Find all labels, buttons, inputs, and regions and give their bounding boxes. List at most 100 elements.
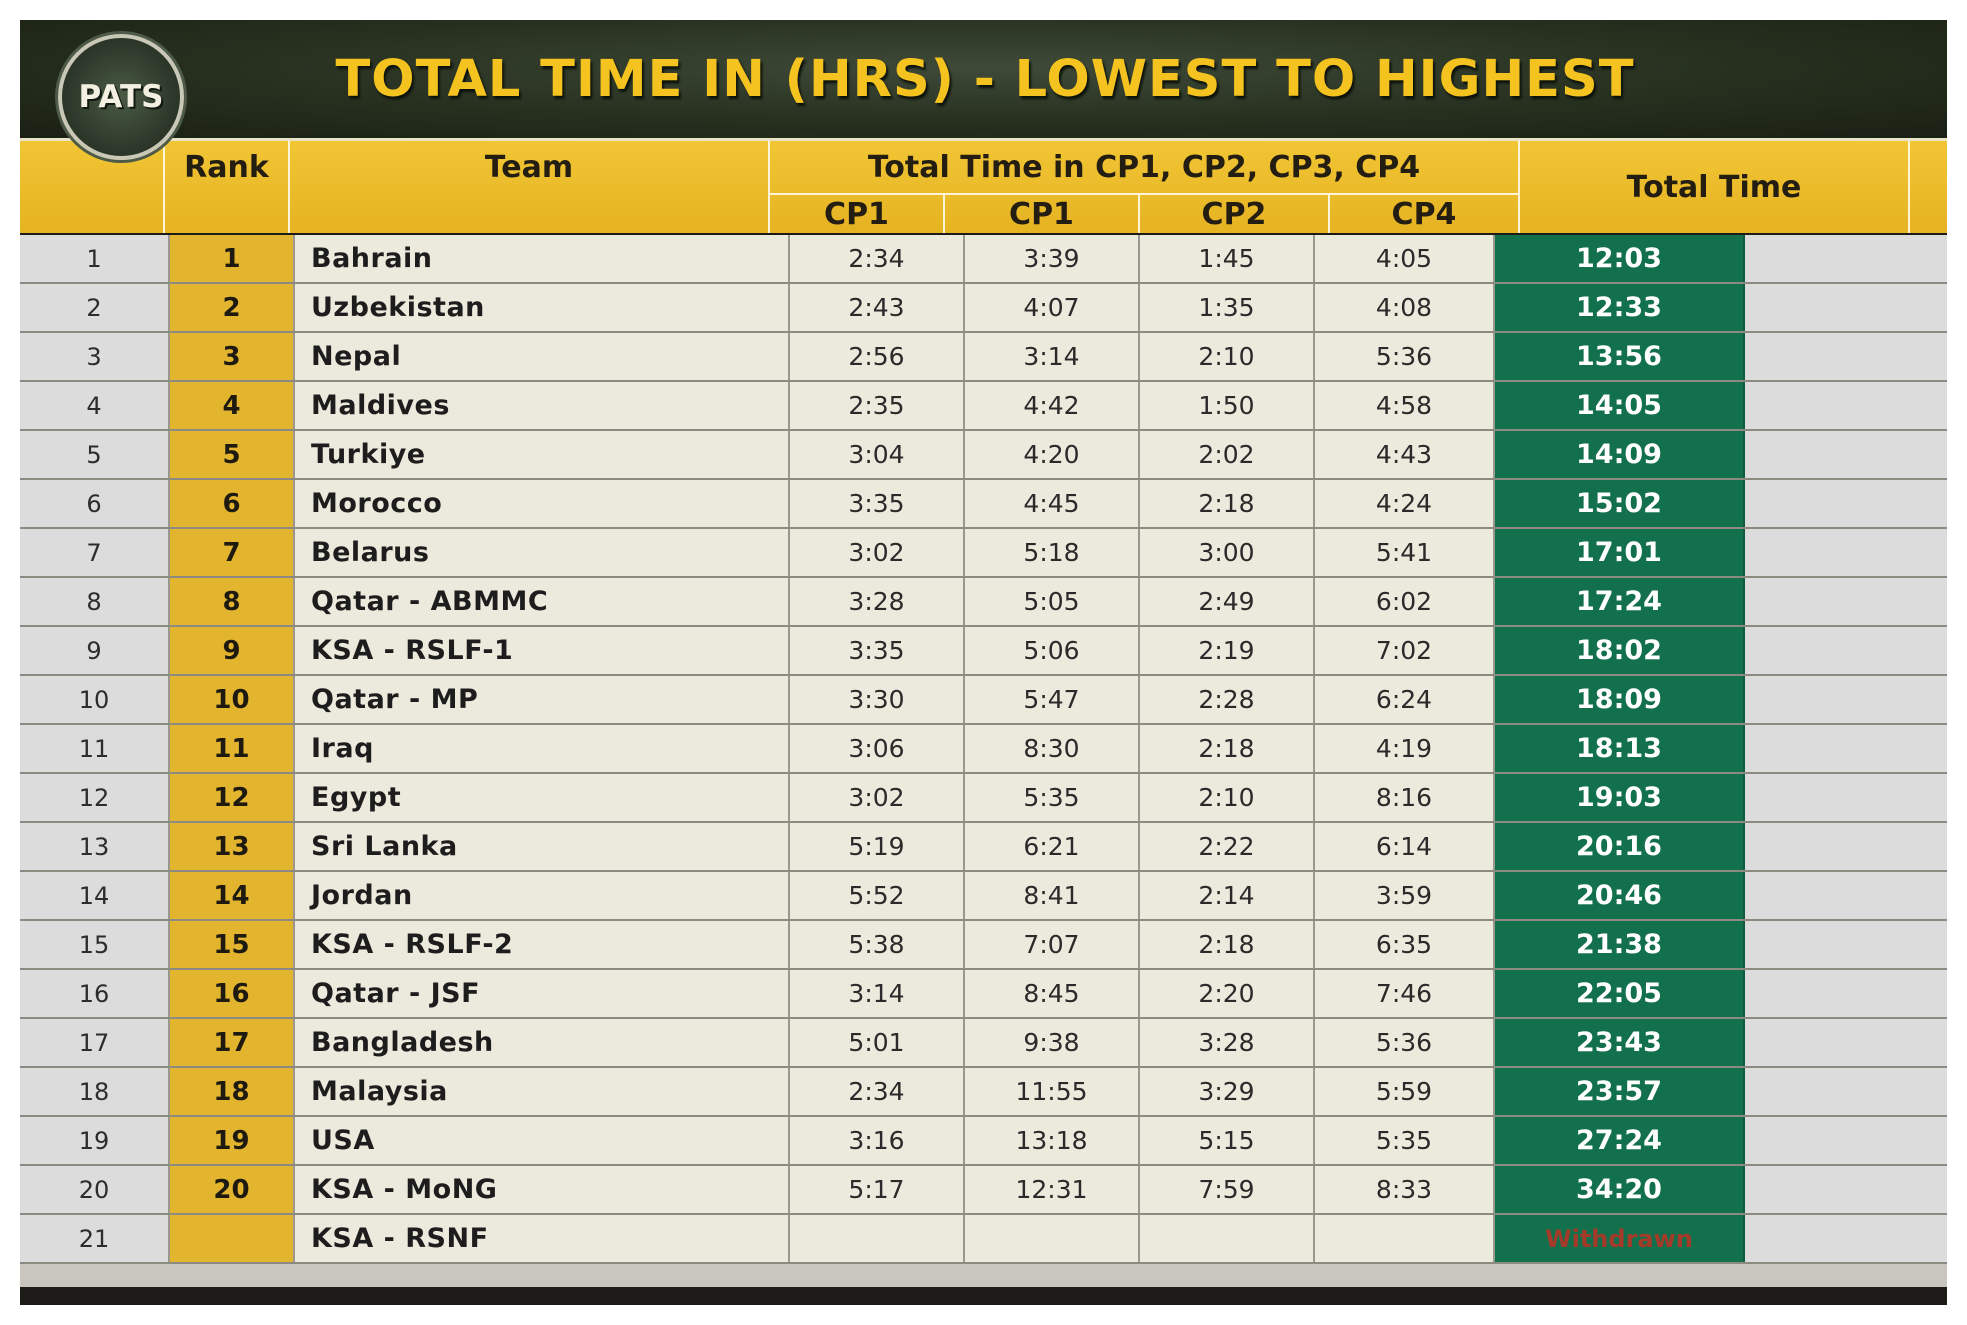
- total-time: 14:09: [1495, 431, 1745, 478]
- team-name: Jordan: [295, 872, 790, 919]
- cp1b-time: 3:14: [965, 333, 1140, 380]
- row-end-cell: [1745, 627, 1947, 674]
- row-index: 20: [20, 1166, 170, 1213]
- row-index: 3: [20, 333, 170, 380]
- row-end-cell: [1745, 333, 1947, 380]
- team-name: Malaysia: [295, 1068, 790, 1115]
- rank-cell: 5: [170, 431, 295, 478]
- cp4-time: 6:02: [1315, 578, 1495, 625]
- header-rank-lower: [165, 193, 290, 233]
- row-index: 5: [20, 431, 170, 478]
- cp1b-time: 8:30: [965, 725, 1140, 772]
- total-time: 13:56: [1495, 333, 1745, 380]
- cp1-time: 2:56: [790, 333, 965, 380]
- cp4-time: 4:58: [1315, 382, 1495, 429]
- cp4-time: 6:14: [1315, 823, 1495, 870]
- rank-cell: 9: [170, 627, 295, 674]
- header-team-lower: [290, 193, 770, 233]
- rank-cell: 10: [170, 676, 295, 723]
- team-name: Bangladesh: [295, 1019, 790, 1066]
- cp1-time: 5:01: [790, 1019, 965, 1066]
- cp1-time: 3:28: [790, 578, 965, 625]
- rank-cell: 8: [170, 578, 295, 625]
- cp1b-time: 5:35: [965, 774, 1140, 821]
- title-banner: PATS TOTAL TIME IN (HRS) - LOWEST TO HIG…: [20, 20, 1947, 160]
- row-end-cell: [1745, 676, 1947, 723]
- row-end-cell: [1745, 578, 1947, 625]
- table-row: 12 12 Egypt 3:02 5:35 2:10 8:16 19:03: [20, 774, 1947, 823]
- total-time: 27:24: [1495, 1117, 1745, 1164]
- row-index: 4: [20, 382, 170, 429]
- table-row: 8 8 Qatar - ABMMC 3:28 5:05 2:49 6:02 17:24: [20, 578, 1947, 627]
- row-index: 6: [20, 480, 170, 527]
- page-title: TOTAL TIME IN (HRS) - LOWEST TO HIGHEST: [335, 49, 1635, 109]
- team-name: Qatar - ABMMC: [295, 578, 790, 625]
- cp1b-time: 11:55: [965, 1068, 1140, 1115]
- pats-logo: PATS: [58, 34, 184, 160]
- header-rank: Rank: [165, 141, 290, 193]
- header-cp-3: CP2: [1140, 195, 1330, 233]
- row-end-cell: [1745, 1215, 1947, 1262]
- cp4-time: 4:19: [1315, 725, 1495, 772]
- total-time: 20:16: [1495, 823, 1745, 870]
- team-name: Morocco: [295, 480, 790, 527]
- team-name: Iraq: [295, 725, 790, 772]
- header-cp-4: CP4: [1330, 195, 1520, 233]
- table-row: 18 18 Malaysia 2:34 11:55 3:29 5:59 23:57: [20, 1068, 1947, 1117]
- cp1b-time: 8:45: [965, 970, 1140, 1017]
- table-header: Rank Team Total Time in CP1, CP2, CP3, C…: [20, 141, 1947, 233]
- cp1b-time: 5:18: [965, 529, 1140, 576]
- cp2-time: 5:15: [1140, 1117, 1315, 1164]
- cp1b-time: 5:06: [965, 627, 1140, 674]
- row-index: 17: [20, 1019, 170, 1066]
- rank-cell: 16: [170, 970, 295, 1017]
- team-name: KSA - RSLF-2: [295, 921, 790, 968]
- cp1b-time: 4:07: [965, 284, 1140, 331]
- cp2-time: 2:02: [1140, 431, 1315, 478]
- results-board: PATS TOTAL TIME IN (HRS) - LOWEST TO HIG…: [20, 20, 1947, 1305]
- table-row: 1 1 Bahrain 2:34 3:39 1:45 4:05 12:03: [20, 235, 1947, 284]
- total-time: 18:09: [1495, 676, 1745, 723]
- cp1-time: 2:43: [790, 284, 965, 331]
- cp1-time: 3:02: [790, 529, 965, 576]
- cp1-time: 5:17: [790, 1166, 965, 1213]
- cp1-time: 3:30: [790, 676, 965, 723]
- row-index: 11: [20, 725, 170, 772]
- cp4-time: 4:05: [1315, 235, 1495, 282]
- cp4-time: 6:24: [1315, 676, 1495, 723]
- table-row: 6 6 Morocco 3:35 4:45 2:18 4:24 15:02: [20, 480, 1947, 529]
- results-table: 1 1 Bahrain 2:34 3:39 1:45 4:05 12:03 2 2 Uzbekist…: [20, 235, 1947, 1287]
- rank-cell: 1: [170, 235, 295, 282]
- header-cp-2: CP1: [945, 195, 1140, 233]
- rank-cell: 15: [170, 921, 295, 968]
- row-end-cell: [1745, 284, 1947, 331]
- cp1b-time: 7:07: [965, 921, 1140, 968]
- team-name: Nepal: [295, 333, 790, 380]
- cp2-time: 3:29: [1140, 1068, 1315, 1115]
- total-time: 20:46: [1495, 872, 1745, 919]
- cp4-time: 3:59: [1315, 872, 1495, 919]
- total-time: Withdrawn: [1495, 1215, 1745, 1262]
- team-name: Turkiye: [295, 431, 790, 478]
- row-end-cell: [1745, 774, 1947, 821]
- cp4-time: [1315, 1215, 1495, 1262]
- cp1b-time: 12:31: [965, 1166, 1140, 1213]
- table-row: 7 7 Belarus 3:02 5:18 3:00 5:41 17:01: [20, 529, 1947, 578]
- total-time: 18:13: [1495, 725, 1745, 772]
- total-time: 12:33: [1495, 284, 1745, 331]
- rank-cell: 3: [170, 333, 295, 380]
- cp2-time: 2:49: [1140, 578, 1315, 625]
- row-end-cell: [1745, 529, 1947, 576]
- rank-cell: 17: [170, 1019, 295, 1066]
- row-index: 16: [20, 970, 170, 1017]
- table-row: 21 KSA - RSNF Withdrawn: [20, 1215, 1947, 1264]
- header-cp-1: CP1: [770, 195, 945, 233]
- cp1-time: 5:19: [790, 823, 965, 870]
- rank-cell: 4: [170, 382, 295, 429]
- team-name: Maldives: [295, 382, 790, 429]
- row-index: 7: [20, 529, 170, 576]
- cp2-time: 2:18: [1140, 725, 1315, 772]
- cp2-time: [1140, 1215, 1315, 1262]
- row-end-cell: [1745, 823, 1947, 870]
- team-name: KSA - RSLF-1: [295, 627, 790, 674]
